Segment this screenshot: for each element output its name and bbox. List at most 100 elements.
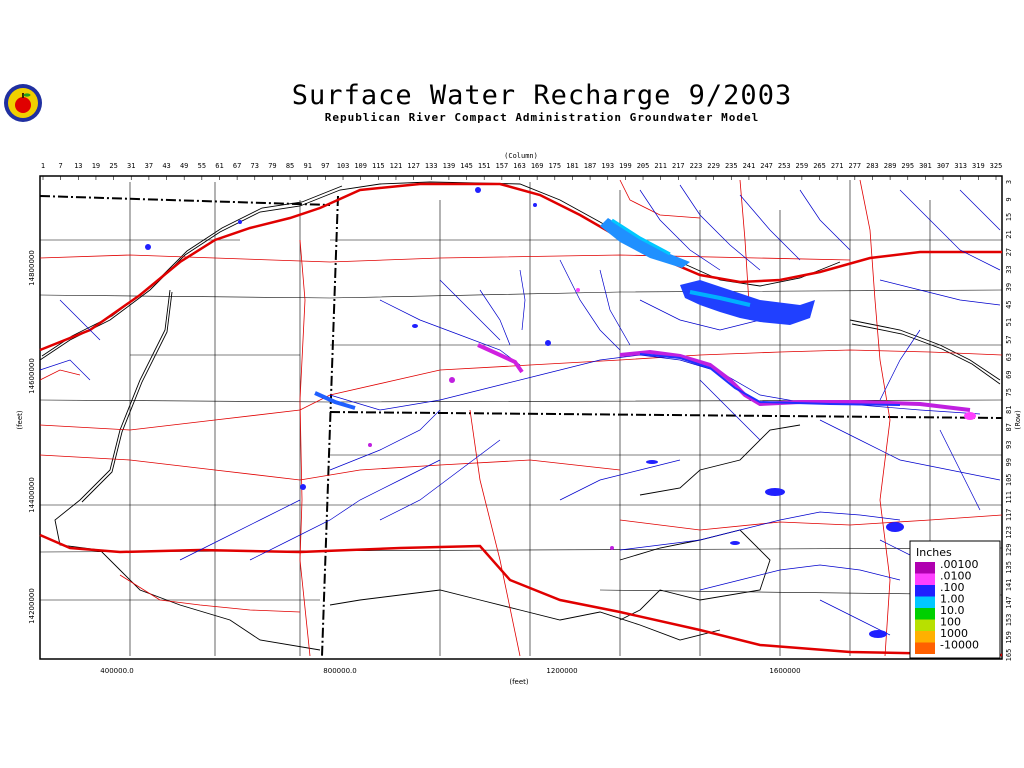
- legend-label: 100: [940, 616, 961, 629]
- column-tick: 115: [372, 162, 385, 170]
- column-tick: 325: [990, 162, 1003, 170]
- column-tick: 157: [496, 162, 509, 170]
- column-tick: 13: [74, 162, 82, 170]
- row-axis-label: (Row): [1014, 409, 1022, 430]
- column-tick: 145: [460, 162, 473, 170]
- column-tick: 187: [584, 162, 597, 170]
- column-tick: 271: [831, 162, 844, 170]
- page-subtitle: Republican River Compact Administration …: [324, 111, 760, 124]
- legend-swatch: [915, 631, 935, 643]
- legend-swatch: [915, 619, 935, 631]
- recharge-band-central-edge: [689, 290, 751, 307]
- recharge-spot: [533, 203, 537, 207]
- column-tick: 175: [548, 162, 561, 170]
- legend-label: .00100: [940, 558, 979, 571]
- row-tick: 153: [1005, 614, 1013, 627]
- column-tick: 61: [215, 162, 223, 170]
- row-tick: 33: [1005, 265, 1013, 273]
- row-tick: 141: [1005, 579, 1013, 592]
- column-tick: 121: [390, 162, 403, 170]
- row-tick: 15: [1005, 213, 1013, 221]
- roads: [39, 179, 1003, 657]
- row-tick: 111: [1005, 491, 1013, 504]
- legend-swatch: [915, 573, 935, 585]
- row-tick: 147: [1005, 596, 1013, 609]
- column-tick: 289: [884, 162, 897, 170]
- recharge-spot: [368, 443, 372, 447]
- column-tick: 127: [407, 162, 420, 170]
- column-tick: 85: [286, 162, 294, 170]
- legend-swatch: [915, 642, 935, 654]
- column-tick: 277: [848, 162, 861, 170]
- recharge-spot: [765, 488, 785, 496]
- row-tick: 81: [1005, 406, 1013, 414]
- x-axis-label: (feet): [509, 678, 529, 686]
- column-tick: 229: [707, 162, 720, 170]
- recharge-band-north: [600, 218, 690, 268]
- column-tick: 265: [813, 162, 826, 170]
- column-tick: 103: [337, 162, 350, 170]
- recharge-spot: [300, 484, 306, 490]
- recharge-spot: [646, 460, 658, 464]
- row-tick: 159: [1005, 631, 1013, 644]
- column-tick: 211: [654, 162, 667, 170]
- county-grid: [39, 180, 1003, 656]
- row-tick: 3: [1005, 180, 1013, 184]
- row-tick: 57: [1005, 335, 1013, 343]
- column-tick: 97: [321, 162, 329, 170]
- column-tick: 235: [725, 162, 738, 170]
- column-tick: 31: [127, 162, 135, 170]
- x-tick: 1200000: [546, 667, 577, 675]
- row-tick: 165: [1005, 649, 1013, 662]
- x-tick: 1600000: [769, 667, 800, 675]
- row-tick: 129: [1005, 544, 1013, 557]
- row-tick: 75: [1005, 388, 1013, 396]
- column-tick: 49: [180, 162, 188, 170]
- legend-swatch: [915, 608, 935, 620]
- column-tick: 253: [778, 162, 791, 170]
- column-tick: 163: [513, 162, 526, 170]
- recharge-spot: [730, 541, 740, 545]
- row-axis: 3915212733394551576369758187939910511111…: [1005, 180, 1013, 661]
- column-tick: 199: [619, 162, 632, 170]
- column-tick: 73: [251, 162, 259, 170]
- row-tick: 9: [1005, 197, 1013, 201]
- row-tick: 51: [1005, 318, 1013, 326]
- x-tick: 400000.0: [100, 667, 133, 675]
- column-tick: 91: [304, 162, 312, 170]
- row-tick: 135: [1005, 561, 1013, 574]
- recharge-spot: [886, 522, 904, 532]
- recharge-spot: [869, 630, 887, 638]
- row-tick: 99: [1005, 458, 1013, 466]
- row-tick: 39: [1005, 283, 1013, 291]
- recharge-spot: [545, 340, 551, 346]
- recharge-spot: [238, 220, 242, 224]
- y-tick: 14600000: [28, 358, 36, 394]
- column-tick: 181: [566, 162, 579, 170]
- column-axis: 1 7 13 19 25 31 37 43 49 55 61 67 73 79 85 91 97 103 109 11…: [41, 162, 1002, 180]
- recharge-spot: [576, 288, 580, 292]
- column-tick: 1: [41, 162, 45, 170]
- row-tick: 93: [1005, 441, 1013, 449]
- column-tick: 79: [268, 162, 276, 170]
- column-tick: 259: [796, 162, 809, 170]
- y-tick: 14800000: [28, 250, 36, 286]
- column-tick: 193: [601, 162, 614, 170]
- row-tick: 123: [1005, 526, 1013, 539]
- column-tick: 223: [690, 162, 703, 170]
- recharge-spot: [145, 244, 151, 250]
- page-title: Surface Water Recharge 9/2003: [291, 80, 793, 111]
- column-tick: 295: [901, 162, 914, 170]
- column-tick: 241: [743, 162, 756, 170]
- recharge-spot: [475, 187, 481, 193]
- recharge-cells: [145, 187, 976, 638]
- recharge-band-north-edge: [611, 218, 671, 256]
- legend-label: -10000: [940, 639, 979, 652]
- legend-swatch: [915, 596, 935, 608]
- apple-seal-icon: [4, 84, 42, 122]
- y-axis-label: (feet): [16, 410, 24, 430]
- recharge-band-river-inner: [639, 353, 901, 406]
- column-tick: 151: [478, 162, 491, 170]
- legend-swatch: [915, 562, 935, 574]
- column-tick: 169: [531, 162, 544, 170]
